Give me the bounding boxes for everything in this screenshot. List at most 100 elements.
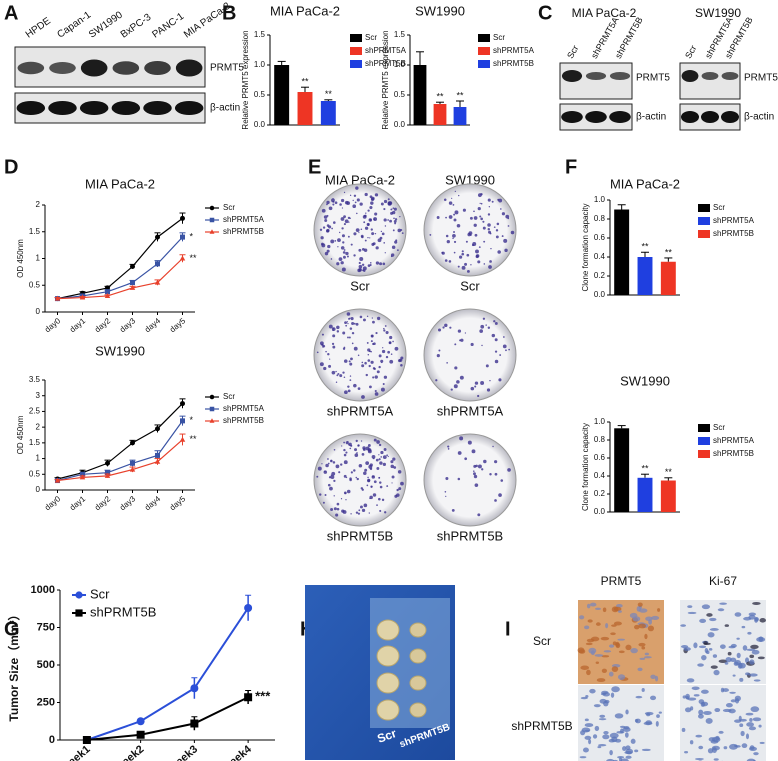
colony <box>367 209 370 212</box>
y-tick-label: 750 <box>37 621 55 633</box>
legend-label: Scr <box>223 203 235 212</box>
cell <box>734 660 741 666</box>
y-tick-label: 0.2 <box>594 489 606 498</box>
colony <box>399 215 401 218</box>
band-label: β-actin <box>744 112 774 123</box>
cell <box>720 687 725 693</box>
colony <box>374 232 377 235</box>
x-tick-label: week1 <box>59 743 93 761</box>
colony <box>370 340 373 343</box>
colony <box>341 267 346 272</box>
data-point <box>179 255 186 261</box>
colony <box>350 471 353 474</box>
legend-swatch <box>698 450 710 458</box>
colony <box>474 483 479 487</box>
cell <box>620 758 629 761</box>
cell <box>759 741 765 744</box>
colony <box>448 201 453 205</box>
colony <box>353 322 356 325</box>
data-point <box>180 234 185 240</box>
colony <box>372 242 376 246</box>
colony <box>480 217 483 221</box>
cell <box>650 695 657 701</box>
cell <box>725 703 733 708</box>
cell <box>729 691 736 694</box>
chart-title: MIA PaCa-2 <box>610 176 680 191</box>
cell <box>622 727 631 733</box>
row-label: Scr <box>533 634 551 648</box>
blot-band <box>721 111 739 123</box>
colony <box>358 264 363 269</box>
data-point <box>104 472 111 478</box>
data-point <box>79 474 86 480</box>
colony <box>446 362 448 364</box>
cell <box>610 692 615 698</box>
colony <box>345 251 349 256</box>
colony <box>453 213 456 216</box>
colony <box>491 333 496 338</box>
cell <box>693 694 700 697</box>
tumor <box>409 675 427 691</box>
legend-label: shPRMT5B <box>223 227 264 236</box>
significance: ** <box>641 464 649 474</box>
colony <box>327 352 330 356</box>
colony <box>473 474 478 479</box>
cell <box>690 706 694 711</box>
y-tick-label: 1.5 <box>29 227 41 236</box>
colony <box>332 334 336 338</box>
cell <box>644 633 648 640</box>
colony <box>347 336 349 339</box>
colony <box>448 215 453 219</box>
colony <box>397 470 402 474</box>
colony <box>489 260 492 263</box>
colony <box>319 228 323 231</box>
bar <box>660 261 676 295</box>
colony <box>382 455 387 460</box>
colony <box>343 441 346 444</box>
cell <box>738 715 742 721</box>
cell <box>625 644 632 651</box>
colony <box>349 317 351 319</box>
cell <box>750 706 760 713</box>
cell <box>717 608 725 612</box>
cell <box>618 650 625 654</box>
blot-band <box>174 101 204 115</box>
colony <box>354 201 357 204</box>
colony <box>457 451 462 455</box>
cell <box>686 678 695 683</box>
colony <box>319 493 322 496</box>
legend-label: shPRMT5A <box>493 46 535 55</box>
cell <box>712 654 718 658</box>
colony <box>372 376 375 379</box>
colony <box>322 501 325 504</box>
colony <box>340 498 343 500</box>
cell <box>714 708 721 713</box>
bar <box>637 477 653 512</box>
x-tick-label: day5 <box>168 494 187 512</box>
chart-title: SW1990 <box>620 373 670 388</box>
colony <box>480 202 483 205</box>
cell <box>748 612 757 616</box>
cell <box>601 655 610 658</box>
colony <box>326 229 330 233</box>
colony <box>452 203 455 206</box>
y-tick-label: 0.2 <box>594 271 606 280</box>
legend-marker <box>209 229 215 234</box>
cell <box>603 700 609 707</box>
cell <box>582 747 589 753</box>
cell <box>697 663 704 667</box>
colony <box>354 448 358 452</box>
colony <box>374 193 379 197</box>
colony <box>477 394 480 398</box>
cell <box>595 607 601 611</box>
panel-letter: G <box>4 618 20 640</box>
colony <box>333 448 336 451</box>
colony <box>383 218 387 222</box>
colony <box>387 219 389 221</box>
data-point <box>130 440 135 446</box>
data-point <box>244 604 253 612</box>
colony <box>331 471 336 476</box>
colony <box>347 389 351 393</box>
colony <box>392 207 395 210</box>
cell <box>706 650 710 655</box>
